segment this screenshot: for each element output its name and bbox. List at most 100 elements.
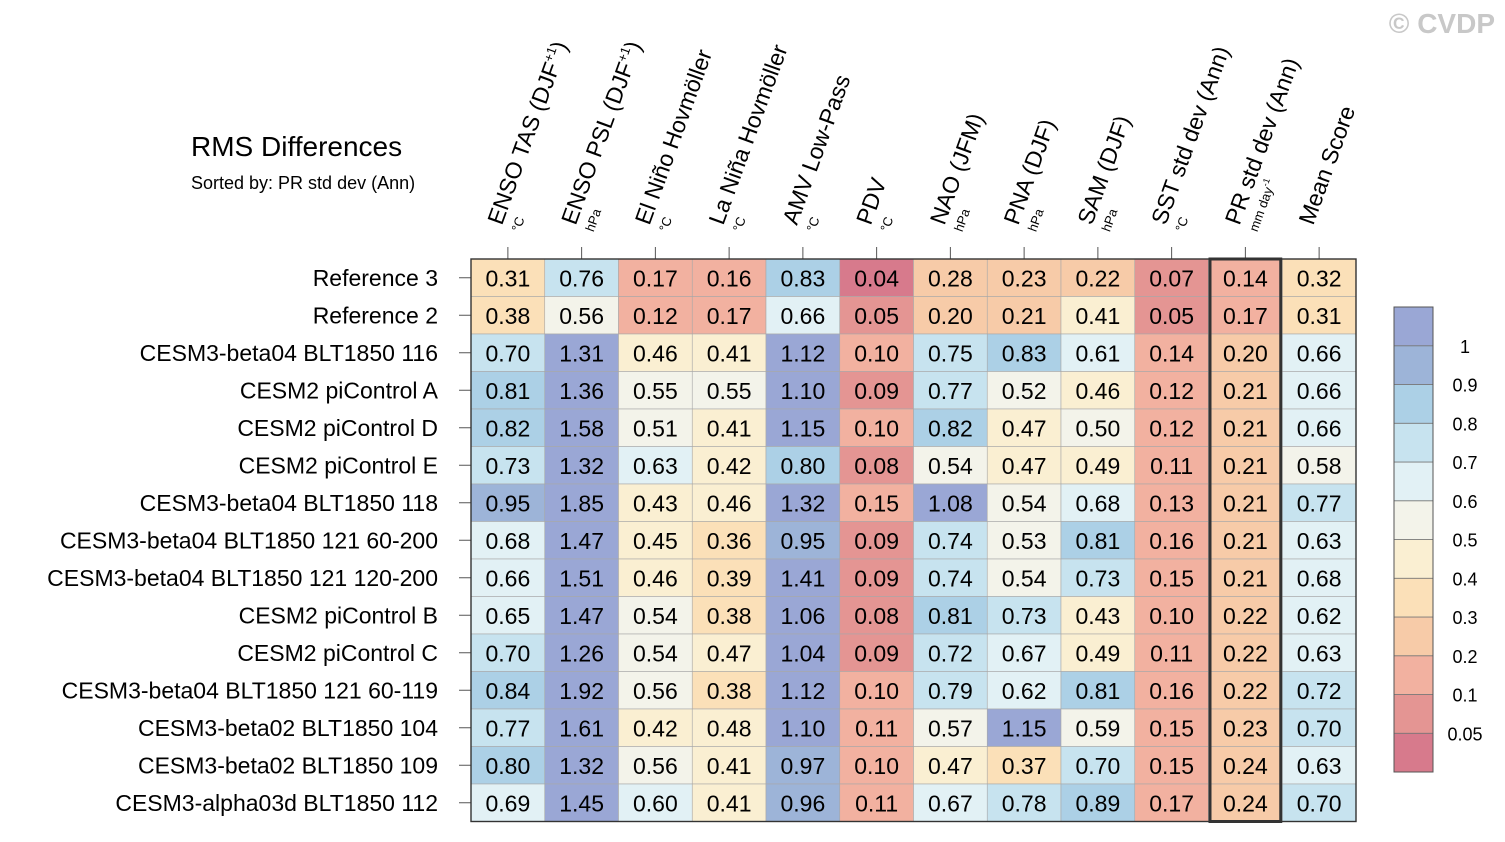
heatmap-cell — [618, 558, 693, 597]
heatmap-cell — [618, 633, 693, 672]
colorbar-swatch — [1393, 539, 1434, 579]
heatmap-cell — [765, 408, 841, 447]
cell-value-label: 0.46 — [1075, 378, 1120, 404]
cell-value-label: 0.09 — [854, 378, 899, 404]
heatmap-cell — [913, 708, 988, 747]
cell-value-label: 0.10 — [1149, 603, 1194, 629]
colorbar-tick-label: 0.1 — [1452, 686, 1477, 706]
heatmap-cell — [1281, 258, 1357, 297]
heatmap-cell — [1060, 708, 1136, 747]
column-headers: ENSO TAS (DJF+1)°C ENSO PSL (DJF+1)hPa El … — [482, 38, 1360, 259]
cell-value-label: 0.12 — [633, 303, 678, 329]
column-label-text: PNA (DJF) — [998, 116, 1060, 228]
column-label-superscript: +1 — [614, 45, 633, 64]
row-label: CESM3-beta04 BLT1850 121 60-119 — [62, 677, 438, 703]
cell-value-label: 0.36 — [707, 528, 752, 554]
cell-value-label: 0.84 — [485, 678, 530, 704]
cell-value-label: 0.12 — [1149, 378, 1194, 404]
heatmap-cell — [1134, 783, 1209, 822]
sorted-column-outline — [1208, 257, 1283, 823]
heatmap-cell — [691, 258, 767, 297]
heatmap-cell — [839, 708, 914, 747]
heatmap-cell — [765, 258, 841, 297]
cell-value-label: 0.23 — [1002, 265, 1047, 291]
cell-value-label: 0.66 — [1297, 340, 1342, 366]
heatmap-cell — [544, 596, 619, 635]
heatmap-cell — [765, 446, 841, 485]
heatmap-cell — [544, 633, 619, 672]
cell-value-label: 0.62 — [1297, 603, 1342, 629]
cell-value-label: 1.15 — [1002, 715, 1047, 741]
cell-value-label: 0.65 — [485, 603, 530, 629]
column-label-text: SST std dev (Ann) — [1146, 43, 1235, 228]
heatmap-cell — [1134, 708, 1209, 747]
cell-value-label: 0.81 — [928, 603, 973, 629]
heatmap-cell — [986, 558, 1062, 597]
heatmap-cell — [913, 408, 988, 447]
cell-value-label: 0.96 — [780, 790, 825, 816]
cell-value-label: 0.70 — [485, 340, 530, 366]
cell-value-label: 0.07 — [1149, 265, 1194, 291]
cell-value-label: 0.22 — [1223, 603, 1268, 629]
row-label: CESM3-beta04 BLT1850 116 — [140, 340, 438, 366]
column-unit-text: °C — [877, 215, 896, 234]
cell-value-label: 0.15 — [1149, 715, 1194, 741]
heatmap-cell — [1208, 558, 1283, 597]
cell-value-label: 1.92 — [559, 678, 604, 704]
cell-value-label: 0.97 — [780, 753, 825, 779]
cell-value-label: 0.50 — [1075, 415, 1120, 441]
cell-value-label: 0.09 — [854, 565, 899, 591]
heatmap-cell — [618, 446, 693, 485]
cell-value-label: 0.63 — [633, 453, 678, 479]
colorbar-swatch — [1393, 422, 1434, 463]
heatmap-cell — [839, 333, 914, 372]
heatmap-cell — [1060, 596, 1136, 635]
heatmap-cell — [839, 521, 914, 560]
cell-value-label: 0.41 — [707, 340, 752, 366]
cell-value-label: 0.43 — [1075, 603, 1120, 629]
cell-value-label: 0.89 — [1075, 790, 1120, 816]
colorbar-swatch — [1393, 694, 1434, 734]
cell-value-label: 0.47 — [1002, 453, 1047, 479]
heatmap-cell — [839, 746, 914, 785]
colorbar-tick-label: 0.6 — [1452, 492, 1477, 512]
column-header: Mean Score — [1293, 102, 1360, 227]
column-unit-superscript: -1 — [1260, 177, 1272, 188]
heatmap-cell — [618, 596, 693, 635]
cell-value-label: 0.10 — [854, 678, 899, 704]
cell-value-label: 1.10 — [780, 715, 825, 741]
colorbar-tick-label: 1 — [1460, 337, 1470, 357]
colorbar-swatch — [1393, 655, 1434, 695]
cell-value-label: 0.21 — [1223, 378, 1268, 404]
heatmap-cell — [1134, 746, 1209, 785]
cell-value-label: 0.09 — [854, 640, 899, 666]
heatmap-cell — [1060, 521, 1136, 560]
cell-value-label: 0.41 — [707, 753, 752, 779]
heatmap-cell — [544, 296, 619, 335]
heatmap-cell — [1060, 783, 1136, 822]
colorbar: 0.05 0.1 0.2 0.3 0.4 0.5 0.6 0.7 0.8 0.9 1 — [1393, 306, 1483, 773]
heatmap-cell — [1208, 333, 1283, 372]
heatmap-cell — [1281, 371, 1357, 410]
heatmap-cell — [618, 746, 693, 785]
cell-value-label: 0.95 — [780, 528, 825, 554]
cell-value-label: 0.08 — [854, 453, 899, 479]
heatmap-cell — [839, 371, 914, 410]
column-unit-text: °C — [730, 215, 749, 234]
heatmap-cell — [691, 708, 767, 747]
cell-value-label: 0.21 — [1223, 453, 1268, 479]
heatmap-cell — [618, 408, 693, 447]
colorbar-swatch — [1393, 306, 1434, 347]
cell-value-label: 0.22 — [1075, 265, 1120, 291]
heatmap-cell — [913, 296, 988, 335]
heatmap-cell — [986, 521, 1062, 560]
heatmap-cell — [1208, 633, 1283, 672]
cell-value-label: 0.54 — [928, 453, 973, 479]
cell-value-label: 0.66 — [780, 303, 825, 329]
cell-value-label: 0.83 — [1002, 340, 1047, 366]
colorbar-tick-label: 0.4 — [1452, 569, 1477, 589]
heatmap-cell — [765, 296, 841, 335]
cell-value-label: 0.04 — [854, 265, 899, 291]
heatmap-cell — [1060, 671, 1136, 710]
cell-value-label: 0.46 — [633, 340, 678, 366]
